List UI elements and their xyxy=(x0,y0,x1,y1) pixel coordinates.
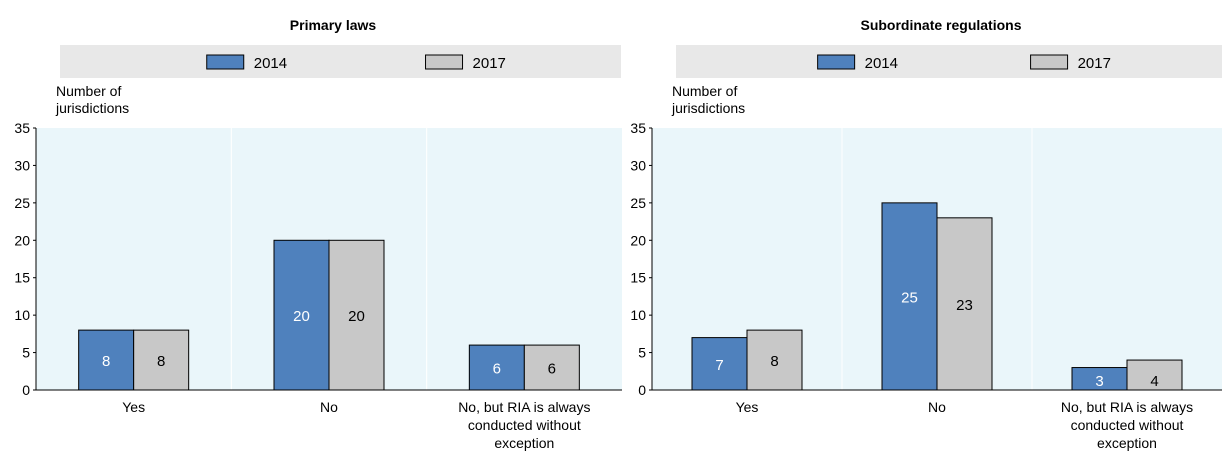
bar-2017-2 xyxy=(1126,359,1183,391)
bar-2014-2 xyxy=(468,344,525,391)
x-category-label: No, but RIA is always conducted without ex… xyxy=(458,399,590,451)
y-axis-label: Number of jurisdictions xyxy=(671,83,745,116)
legend-background xyxy=(676,45,1222,78)
data-label-2017-1: 20 xyxy=(348,308,365,325)
x-category-label: Yes xyxy=(736,399,759,415)
y-tick-label: 15 xyxy=(14,270,30,286)
y-tick-label: 0 xyxy=(22,382,30,398)
x-category-label: No, but RIA is always conducted without ex… xyxy=(1061,399,1193,451)
data-label-2017-0: 8 xyxy=(157,353,165,370)
legend-label-2014: 2014 xyxy=(865,55,898,72)
data-label-2014-1: 25 xyxy=(901,289,918,306)
y-tick-label: 35 xyxy=(630,120,646,136)
data-label-2017-2: 4 xyxy=(1150,373,1158,390)
y-tick-label: 30 xyxy=(630,157,646,173)
chart-panel-1: Primary laws 2014 2017 Number of jurisdictio… xyxy=(14,17,622,451)
data-label-2014-1: 20 xyxy=(293,308,310,325)
data-label-2014-0: 8 xyxy=(102,353,110,370)
x-category-label: Yes xyxy=(122,399,145,415)
legend-label-2017: 2017 xyxy=(473,55,506,72)
y-tick-label: 30 xyxy=(14,157,30,173)
y-tick-label: 35 xyxy=(14,120,30,136)
y-tick-label: 5 xyxy=(22,345,30,361)
legend-swatch-2014 xyxy=(206,54,245,70)
y-tick-label: 0 xyxy=(638,382,646,398)
x-category-label: No xyxy=(928,399,946,415)
chart-title: Subordinate regulations xyxy=(860,17,1021,33)
bar-2017-0 xyxy=(746,329,803,391)
legend-swatch-2017 xyxy=(425,54,464,70)
legend-label-2017: 2017 xyxy=(1078,55,1111,72)
legend: 2014 2017 xyxy=(60,45,621,78)
y-tick-label: 25 xyxy=(14,195,30,211)
bar-2017-1 xyxy=(936,217,993,391)
chart-panel-2: Subordinate regulations 2014 2017 Number of… xyxy=(630,17,1222,451)
y-tick-label: 10 xyxy=(14,307,30,323)
bar-2014-1 xyxy=(273,239,330,391)
legend-label-2014: 2014 xyxy=(254,55,287,72)
legend-swatch-2014 xyxy=(817,54,856,70)
data-label-2014-0: 7 xyxy=(715,357,723,374)
x-category-label: No xyxy=(320,399,338,415)
legend-swatch-2017 xyxy=(1030,54,1069,70)
data-label-2014-2: 3 xyxy=(1095,373,1103,390)
data-label-2014-2: 6 xyxy=(493,361,501,378)
data-label-2017-1: 23 xyxy=(956,297,973,314)
legend-background xyxy=(60,45,621,78)
data-label-2017-0: 8 xyxy=(770,353,778,370)
y-tick-label: 25 xyxy=(630,195,646,211)
bar-2014-1 xyxy=(881,202,938,391)
y-tick-label: 20 xyxy=(14,232,30,248)
y-tick-label: 20 xyxy=(630,232,646,248)
chart-title: Primary laws xyxy=(290,17,377,33)
y-tick-label: 5 xyxy=(638,345,646,361)
y-tick-label: 10 xyxy=(630,307,646,323)
y-axis-label: Number of jurisdictions xyxy=(55,83,129,116)
data-label-2017-2: 6 xyxy=(548,361,556,378)
legend: 2014 2017 xyxy=(676,45,1222,78)
y-tick-label: 15 xyxy=(630,270,646,286)
